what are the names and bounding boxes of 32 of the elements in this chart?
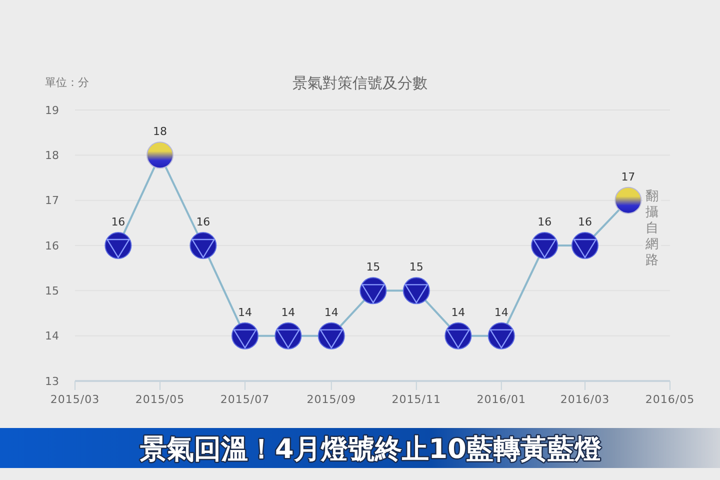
data-label: 14 bbox=[281, 306, 296, 319]
y-tick-label: 16 bbox=[45, 239, 59, 252]
x-tick-label: 2015/07 bbox=[220, 393, 270, 406]
y-tick-label: 15 bbox=[45, 284, 59, 298]
x-tick-label: 2015/05 bbox=[135, 393, 185, 406]
data-label: 17 bbox=[621, 170, 636, 184]
data-label: 18 bbox=[153, 125, 167, 138]
data-label: 14 bbox=[238, 306, 252, 319]
data-label: 14 bbox=[494, 306, 508, 319]
x-tick-label: 2015/09 bbox=[306, 393, 356, 406]
data-label: 15 bbox=[409, 260, 424, 274]
data-label: 14 bbox=[324, 306, 338, 319]
y-tick-label: 19 bbox=[45, 104, 59, 117]
data-label: 16 bbox=[538, 216, 552, 228]
data-label: 16 bbox=[111, 216, 126, 228]
data-label: 15 bbox=[366, 260, 380, 274]
data-label: 14 bbox=[451, 306, 466, 319]
y-tick-label: 13 bbox=[45, 374, 59, 388]
y-axis-title: 單位：分 bbox=[45, 76, 89, 89]
x-tick-label: 2016/01 bbox=[476, 393, 526, 406]
chart-title: 景氣對策信號及分數 bbox=[292, 74, 428, 92]
data-label: 16 bbox=[578, 216, 592, 228]
x-tick-label: 2015/11 bbox=[392, 393, 441, 406]
x-tick-label: 2015/03 bbox=[50, 393, 100, 406]
annotation: 翻攝自網路 bbox=[644, 189, 658, 268]
y-tick-label: 17 bbox=[45, 194, 59, 208]
text: 景氣回溫！4月燈號終止10藍轉黃藍燈 bbox=[139, 434, 602, 465]
y-tick-label: 18 bbox=[45, 149, 59, 162]
data-label: 16 bbox=[196, 216, 210, 228]
x-tick-label: 2016/03 bbox=[560, 393, 610, 406]
y-tick-label: 14 bbox=[45, 330, 59, 343]
x-tick-label: 2016/05 bbox=[645, 393, 695, 406]
